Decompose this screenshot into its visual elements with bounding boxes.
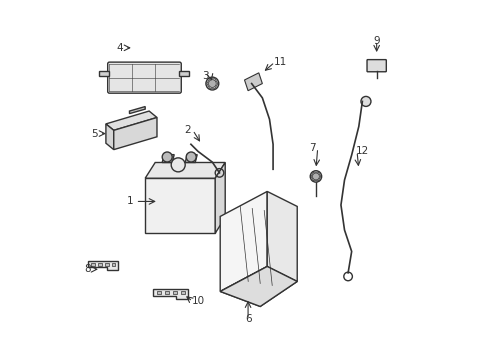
Circle shape <box>162 152 172 162</box>
Polygon shape <box>98 263 102 266</box>
Circle shape <box>171 158 185 172</box>
Circle shape <box>309 171 321 182</box>
Circle shape <box>312 173 319 180</box>
Polygon shape <box>179 71 189 76</box>
Polygon shape <box>153 289 188 299</box>
Circle shape <box>205 77 218 90</box>
Polygon shape <box>112 263 115 266</box>
Circle shape <box>360 96 370 107</box>
Text: 2: 2 <box>183 125 190 135</box>
Polygon shape <box>185 155 197 162</box>
Polygon shape <box>266 192 297 282</box>
Text: 8: 8 <box>84 264 90 274</box>
Polygon shape <box>99 71 109 76</box>
Polygon shape <box>129 107 145 114</box>
Circle shape <box>186 152 196 162</box>
Polygon shape <box>91 263 95 266</box>
Text: 7: 7 <box>308 143 315 153</box>
Text: 10: 10 <box>191 296 204 306</box>
Polygon shape <box>106 111 157 130</box>
Circle shape <box>208 80 216 87</box>
Polygon shape <box>88 261 118 270</box>
Text: 12: 12 <box>355 147 368 157</box>
Polygon shape <box>165 291 169 294</box>
Polygon shape <box>106 124 114 150</box>
Text: 9: 9 <box>373 36 379 46</box>
Text: 1: 1 <box>126 197 133 206</box>
Polygon shape <box>114 117 157 150</box>
Polygon shape <box>220 192 266 292</box>
Polygon shape <box>145 162 225 178</box>
Text: 6: 6 <box>244 314 251 324</box>
Text: 3: 3 <box>202 71 208 81</box>
Polygon shape <box>244 73 262 91</box>
Polygon shape <box>215 162 225 233</box>
Polygon shape <box>105 263 108 266</box>
Polygon shape <box>145 178 215 233</box>
Text: 5: 5 <box>91 129 98 139</box>
Text: 11: 11 <box>273 57 286 67</box>
Polygon shape <box>181 291 184 294</box>
Polygon shape <box>162 155 174 162</box>
Text: 4: 4 <box>116 43 122 53</box>
Polygon shape <box>220 266 297 306</box>
FancyBboxPatch shape <box>107 62 181 93</box>
Polygon shape <box>220 266 297 306</box>
Polygon shape <box>157 291 161 294</box>
Polygon shape <box>173 291 177 294</box>
FancyBboxPatch shape <box>366 60 386 72</box>
